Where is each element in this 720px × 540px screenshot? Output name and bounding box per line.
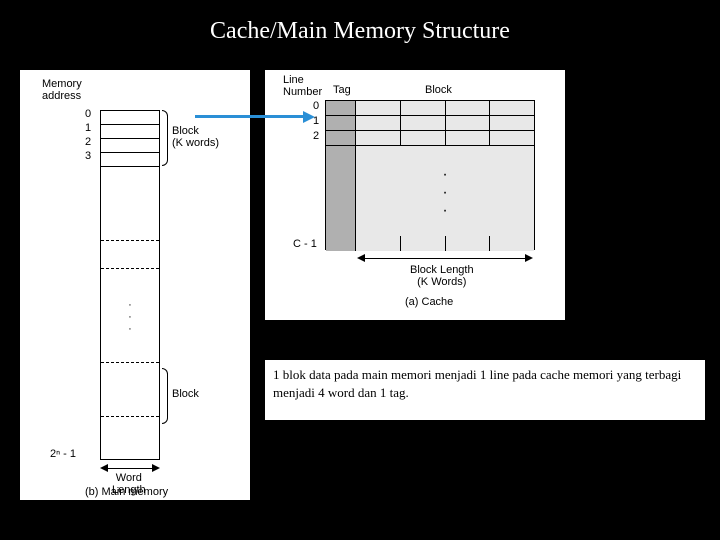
addr-3: 3 — [85, 150, 91, 162]
cache-word — [401, 116, 446, 130]
arrow-right-icon — [152, 464, 160, 472]
cache-word — [490, 236, 534, 251]
description-text: 1 blok data pada main memori menjadi 1 l… — [273, 367, 681, 400]
cache-word — [490, 116, 534, 130]
page-title: Cache/Main Memory Structure — [0, 18, 720, 45]
mm-row — [101, 139, 159, 153]
block-brace-2 — [162, 368, 168, 424]
mm-dashed-row — [101, 255, 159, 269]
word-length-arrow — [108, 468, 152, 469]
cache-word — [356, 101, 401, 115]
cache-block-cell — [356, 116, 534, 130]
mm-gap — [101, 167, 159, 227]
arrow-left-icon — [100, 464, 108, 472]
cache-word — [446, 131, 491, 145]
cache-word — [446, 236, 491, 251]
addr-0: 0 — [85, 108, 91, 120]
mm-dashed-row — [101, 403, 159, 417]
mm-row — [101, 153, 159, 167]
cache-tag-cell — [326, 131, 356, 145]
main-memory-column: ··· — [100, 110, 160, 460]
description-panel: 1 blok data pada main memori menjadi 1 l… — [265, 360, 705, 420]
cache-word — [401, 236, 446, 251]
cache-tag-cell — [326, 116, 356, 130]
mapping-arrow — [195, 115, 305, 118]
cache-word — [490, 101, 534, 115]
main-memory-diagram: Memory address ··· 0 1 2 3 2ⁿ - 1 Block … — [20, 70, 250, 500]
cache-tag-cell — [326, 101, 356, 115]
memory-address-header: Memory address — [42, 78, 82, 102]
addr-1: 1 — [85, 122, 91, 134]
cache-rest-tag — [326, 146, 356, 236]
arrow-right-icon — [525, 254, 533, 262]
mm-dots: ··· — [101, 269, 159, 349]
line-last: C - 1 — [293, 238, 317, 250]
cache-word — [401, 101, 446, 115]
cache-word — [356, 116, 401, 130]
cache-word — [401, 131, 446, 145]
mm-row — [101, 125, 159, 139]
cache-word — [446, 101, 491, 115]
cache-caption: (a) Cache — [405, 296, 453, 308]
cache-row-last — [326, 236, 534, 251]
cache-block-cell — [356, 131, 534, 145]
mm-gap — [101, 241, 159, 255]
cache-row — [326, 101, 534, 116]
mm-gap — [101, 363, 159, 403]
cache-word — [356, 236, 401, 251]
cache-word — [490, 131, 534, 145]
tag-header: Tag — [333, 84, 351, 96]
block-length-arrow — [365, 258, 525, 259]
arrow-left-icon — [357, 254, 365, 262]
cache-word — [356, 131, 401, 145]
block-label: Block (K words) — [172, 125, 219, 149]
addr-last: 2ⁿ - 1 — [50, 448, 76, 460]
block-length-label: Block Length (K Words) — [410, 264, 474, 288]
cache-diagram: Line Number Tag Block — [265, 70, 565, 320]
main-memory-caption: (b) Main memory — [85, 486, 168, 498]
cache-block-cell — [356, 236, 534, 251]
cache-table: ··· — [325, 100, 535, 250]
mm-dashed-row — [101, 349, 159, 363]
block-label-2: Block — [172, 388, 199, 400]
block-header: Block — [425, 84, 452, 96]
line-number-header: Line Number — [283, 74, 322, 98]
cache-rest-block: ··· — [356, 146, 534, 236]
cache-rest: ··· — [326, 146, 534, 236]
cache-tag-cell — [326, 236, 356, 251]
addr-2: 2 — [85, 136, 91, 148]
mm-row — [101, 111, 159, 125]
mm-dashed-row — [101, 227, 159, 241]
cache-word — [446, 116, 491, 130]
cache-row — [326, 116, 534, 131]
cache-block-cell — [356, 101, 534, 115]
cache-row — [326, 131, 534, 146]
block-brace — [162, 110, 168, 166]
line-2: 2 — [313, 130, 319, 142]
